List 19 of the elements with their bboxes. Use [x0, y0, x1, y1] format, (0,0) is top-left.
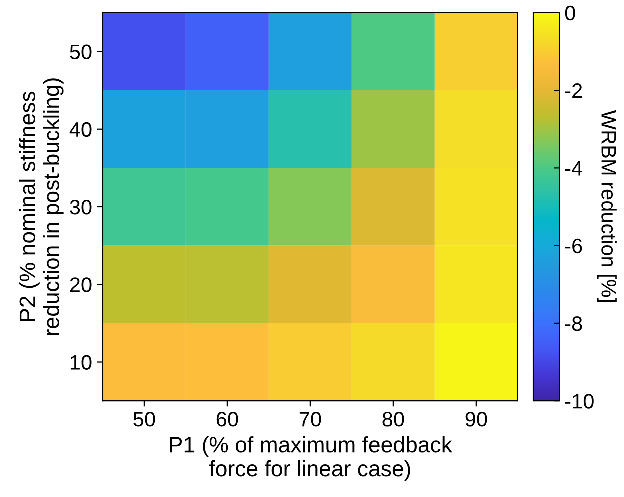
- y-tick-label: 10: [70, 355, 92, 370]
- color-bar-label: -4: [566, 161, 583, 176]
- x-tick-label: 50: [134, 412, 156, 427]
- x-axis-title: P1 (% of maximum feedback force for linear case): [170, 436, 453, 482]
- y-tick-label: 30: [70, 200, 92, 215]
- y-axis-title: P2 (% nominal stiffness reduction in post-buckling): [19, 78, 64, 336]
- color-bar-title: WRBM reduction [%]: [598, 110, 617, 302]
- x-tick-label: 70: [300, 412, 322, 427]
- x-tick-label: 60: [216, 412, 238, 427]
- y-tick-label: 40: [70, 122, 92, 138]
- x-tick-label: 90: [466, 412, 488, 427]
- color-bar-label: 0: [565, 6, 576, 21]
- x-tick-label: 80: [382, 412, 404, 427]
- color-bar-label: -6: [566, 238, 582, 254]
- y-tick-label: 20: [70, 278, 92, 292]
- color-bar-label: -10: [566, 394, 594, 409]
- color-bar-label: -8: [566, 316, 582, 332]
- y-tick-label: 50: [70, 44, 92, 60]
- color-bar-label: -2: [566, 84, 582, 98]
